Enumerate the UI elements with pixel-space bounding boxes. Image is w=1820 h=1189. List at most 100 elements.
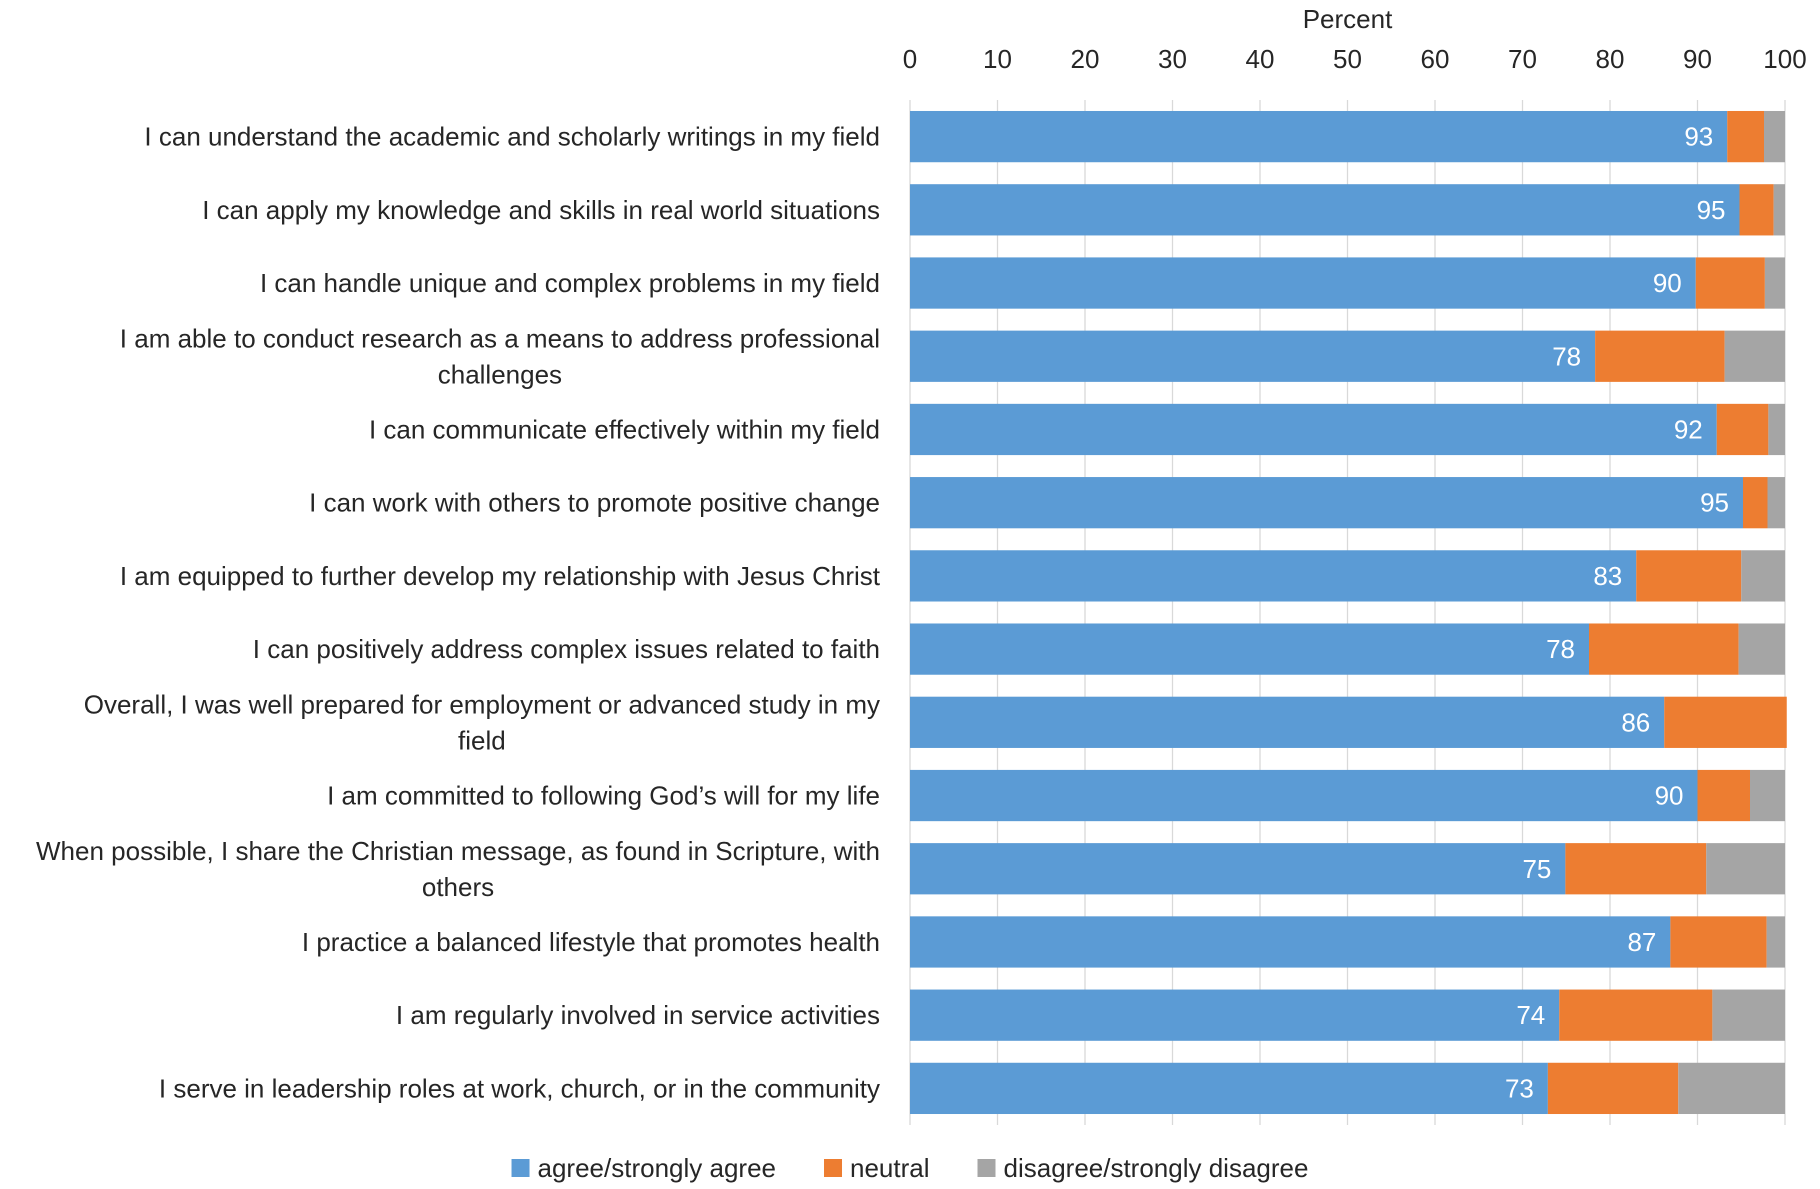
bar-segment-disagree <box>1764 110 1785 163</box>
category-label-line: I can apply my knowledge and skills in r… <box>202 195 880 225</box>
data-label: 86 <box>1621 707 1650 737</box>
bar-segment-agree <box>910 257 1696 309</box>
bar-segment-agree <box>910 403 1717 456</box>
bar-segment-neutral <box>1664 696 1787 748</box>
category-label: I can apply my knowledge and skills in r… <box>202 195 880 225</box>
category-label-line: I am regularly involved in service activ… <box>396 1000 880 1030</box>
legend: agree/strongly agree neutral disagree/stro… <box>511 1153 1309 1183</box>
bar-segment-disagree <box>1706 843 1785 895</box>
bar-segment-disagree <box>1724 330 1785 382</box>
category-label: I am regularly involved in service activ… <box>396 1000 880 1030</box>
category-label-line: I am equipped to further develop my rela… <box>120 561 881 591</box>
legend-label: disagree/strongly disagree <box>1004 1153 1309 1183</box>
x-tick-label: 30 <box>1158 44 1187 74</box>
bar-segment-agree <box>910 1062 1548 1115</box>
bar-segment-agree <box>910 843 1566 895</box>
bar-segment-disagree <box>1738 623 1785 675</box>
data-label: 90 <box>1655 781 1684 811</box>
data-labels: 93 95 90 78 92 95 83 78 86 90 75 87 74 73 <box>1505 122 1729 1104</box>
bar-segment-neutral <box>1695 257 1765 309</box>
category-label: I serve in leadership roles at work, chu… <box>159 1073 880 1103</box>
bar-segment-agree <box>910 550 1637 602</box>
category-label-line: I serve in leadership roles at work, chu… <box>159 1073 880 1103</box>
data-label: 95 <box>1700 488 1729 518</box>
legend-label: neutral <box>850 1153 930 1183</box>
bar-segment-agree <box>910 696 1665 748</box>
legend-swatch <box>824 1159 843 1177</box>
bar-segment-neutral <box>1595 330 1725 382</box>
bar-segment-neutral <box>1547 1062 1679 1115</box>
data-label: 78 <box>1546 634 1575 664</box>
bar-segment-agree <box>910 330 1596 382</box>
bar-segment-agree <box>910 989 1560 1041</box>
category-label-line: I practice a balanced lifestyle that pro… <box>302 927 880 957</box>
bar-segment-neutral <box>1716 403 1769 456</box>
category-label-line: When possible, I share the Christian mes… <box>36 836 880 866</box>
category-label: I practice a balanced lifestyle that pro… <box>302 927 880 957</box>
category-label-line: I am able to conduct research as a means… <box>120 323 880 353</box>
category-label: I can communicate effectively within my … <box>369 414 880 444</box>
legend-swatch <box>977 1159 996 1177</box>
legend-label: agree/strongly agree <box>538 1153 776 1183</box>
bar-segment-agree <box>910 477 1743 529</box>
x-tick-label: 60 <box>1421 44 1450 74</box>
category-label: Overall, I was well prepared for employm… <box>84 689 880 755</box>
bar-segment-neutral <box>1589 623 1739 675</box>
bar-segment-agree <box>910 184 1740 236</box>
bar-segment-agree <box>910 110 1728 163</box>
data-label: 95 <box>1697 195 1726 225</box>
category-label: I can handle unique and complex problems… <box>260 268 880 298</box>
category-label-line: I can work with others to promote positi… <box>309 488 880 518</box>
data-label: 93 <box>1684 122 1713 152</box>
category-label-line: I can positively address complex issues … <box>253 634 880 664</box>
bar-segment-neutral <box>1559 989 1713 1041</box>
bar-segment-disagree <box>1766 916 1785 968</box>
x-axis-ticks: 0 10 20 30 40 50 60 70 80 90 100 <box>903 44 1807 74</box>
category-label: I am equipped to further develop my rela… <box>120 561 881 591</box>
bars <box>910 110 1787 1115</box>
category-label-line: I can handle unique and complex problems… <box>260 268 880 298</box>
bar-segment-agree <box>910 623 1589 675</box>
x-axis-title: Percent <box>1303 4 1393 34</box>
bar-segment-agree <box>910 916 1671 968</box>
bar-segment-disagree <box>1764 257 1785 309</box>
bar-segment-agree <box>910 769 1698 822</box>
x-tick-label: 100 <box>1763 44 1806 74</box>
category-label: When possible, I share the Christian mes… <box>36 836 880 902</box>
category-labels: I can understand the academic and schola… <box>36 122 881 1104</box>
data-label: 83 <box>1593 561 1622 591</box>
category-label-line: I can understand the academic and schola… <box>144 122 880 152</box>
category-label-line: Overall, I was well prepared for employm… <box>84 689 880 719</box>
bar-segment-neutral <box>1636 550 1742 602</box>
x-tick-label: 0 <box>903 44 917 74</box>
x-tick-label: 40 <box>1246 44 1275 74</box>
x-tick-label: 70 <box>1508 44 1537 74</box>
bar-segment-disagree <box>1750 769 1785 822</box>
category-label-line: I can communicate effectively within my … <box>369 414 880 444</box>
bar-segment-neutral <box>1565 843 1707 895</box>
bar-segment-disagree <box>1712 989 1785 1041</box>
legend-swatch <box>511 1159 530 1177</box>
data-label: 90 <box>1653 268 1682 298</box>
gridlines <box>909 100 1786 1125</box>
bar-segment-disagree <box>1773 184 1785 236</box>
category-label-line: field <box>458 725 506 755</box>
bar-segment-disagree <box>1767 477 1785 529</box>
x-tick-label: 20 <box>1071 44 1100 74</box>
category-label-line: challenges <box>438 359 562 389</box>
x-tick-label: 90 <box>1683 44 1712 74</box>
x-tick-label: 50 <box>1333 44 1362 74</box>
bar-segment-neutral <box>1743 477 1768 529</box>
category-label-line: others <box>422 872 494 902</box>
x-tick-label: 10 <box>983 44 1012 74</box>
category-label: I am committed to following God’s will f… <box>327 781 880 811</box>
data-label: 87 <box>1627 927 1656 957</box>
data-label: 78 <box>1552 341 1581 371</box>
bar-segment-neutral <box>1697 769 1750 822</box>
category-label: I am able to conduct research as a means… <box>120 323 880 389</box>
data-label: 73 <box>1505 1073 1534 1103</box>
bar-segment-disagree <box>1741 550 1785 602</box>
category-label: I can understand the academic and schola… <box>144 122 880 152</box>
x-tick-label: 80 <box>1596 44 1625 74</box>
